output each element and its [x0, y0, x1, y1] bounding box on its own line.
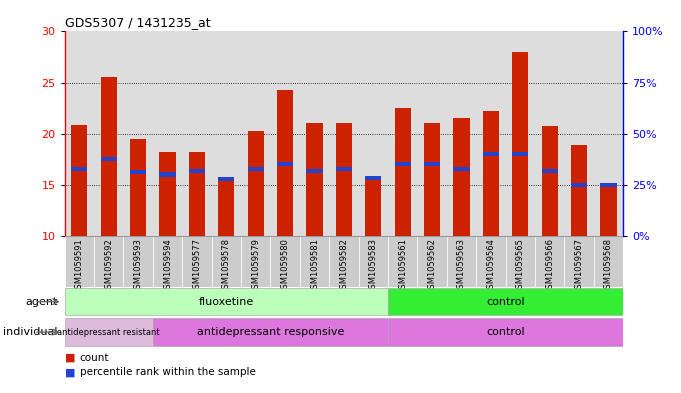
- Text: GSM1059567: GSM1059567: [575, 238, 584, 294]
- Bar: [65, 288, 388, 315]
- Bar: [248, 167, 264, 171]
- Bar: [94, 236, 123, 287]
- Bar: [101, 77, 117, 236]
- Bar: [601, 183, 616, 187]
- Bar: [159, 173, 176, 176]
- Bar: [218, 176, 234, 181]
- Bar: [101, 157, 117, 161]
- Bar: [454, 167, 469, 171]
- Text: GSM1059561: GSM1059561: [398, 238, 407, 294]
- Bar: [394, 108, 411, 236]
- Bar: [329, 236, 359, 287]
- Bar: [123, 236, 153, 287]
- Bar: [159, 152, 176, 236]
- Bar: [189, 152, 205, 236]
- Bar: [336, 167, 352, 171]
- Text: GDS5307 / 1431235_at: GDS5307 / 1431235_at: [65, 16, 210, 29]
- Bar: [277, 162, 294, 166]
- Bar: [270, 236, 300, 287]
- Text: GSM1059583: GSM1059583: [369, 238, 378, 294]
- Text: GSM1059578: GSM1059578: [222, 238, 231, 294]
- Bar: [424, 162, 440, 166]
- Text: control: control: [486, 297, 525, 307]
- Text: GSM1059592: GSM1059592: [104, 238, 113, 294]
- Text: GSM1059577: GSM1059577: [193, 238, 202, 294]
- Bar: [512, 152, 528, 156]
- Bar: [65, 318, 153, 346]
- Bar: [447, 236, 476, 287]
- Bar: [601, 186, 616, 236]
- Bar: [512, 52, 528, 236]
- Bar: [153, 318, 388, 346]
- Bar: [72, 125, 87, 236]
- Bar: [565, 236, 594, 287]
- Bar: [130, 171, 146, 174]
- Bar: [365, 176, 381, 236]
- Bar: [241, 236, 270, 287]
- Bar: [359, 236, 388, 287]
- Bar: [183, 236, 212, 287]
- Text: GSM1059566: GSM1059566: [545, 238, 554, 294]
- Bar: [541, 169, 558, 173]
- Text: antidepressant resistant: antidepressant resistant: [57, 328, 160, 336]
- Bar: [535, 236, 565, 287]
- Bar: [483, 111, 499, 236]
- Text: GSM1059562: GSM1059562: [428, 238, 437, 294]
- Bar: [130, 139, 146, 236]
- Text: ■: ■: [65, 353, 75, 363]
- Bar: [72, 167, 87, 171]
- Text: GSM1059579: GSM1059579: [251, 238, 260, 294]
- Text: count: count: [80, 353, 109, 363]
- Bar: [571, 145, 587, 236]
- Text: percentile rank within the sample: percentile rank within the sample: [80, 367, 255, 377]
- Bar: [505, 236, 535, 287]
- Bar: [483, 152, 499, 156]
- Text: GSM1059591: GSM1059591: [75, 238, 84, 294]
- Text: GSM1059581: GSM1059581: [310, 238, 319, 294]
- Bar: [454, 118, 469, 236]
- Text: GSM1059564: GSM1059564: [486, 238, 495, 294]
- Bar: [306, 169, 323, 173]
- Text: individual: individual: [3, 327, 58, 337]
- Bar: [300, 236, 329, 287]
- Text: GSM1059582: GSM1059582: [339, 238, 349, 294]
- Bar: [277, 90, 294, 236]
- Text: GSM1059568: GSM1059568: [604, 238, 613, 294]
- Bar: [336, 123, 352, 236]
- Bar: [388, 236, 417, 287]
- Bar: [394, 162, 411, 166]
- Bar: [388, 318, 623, 346]
- Bar: [306, 123, 323, 236]
- Bar: [476, 236, 505, 287]
- Text: GSM1059593: GSM1059593: [133, 238, 143, 294]
- Text: GSM1059594: GSM1059594: [163, 238, 172, 294]
- Bar: [424, 123, 440, 236]
- Bar: [189, 169, 205, 173]
- Text: GSM1059565: GSM1059565: [516, 238, 525, 294]
- Bar: [365, 176, 381, 180]
- Bar: [212, 236, 241, 287]
- Bar: [248, 130, 264, 236]
- Text: GSM1059580: GSM1059580: [281, 238, 289, 294]
- Text: control: control: [486, 327, 525, 337]
- Bar: [417, 236, 447, 287]
- Text: ■: ■: [65, 367, 75, 377]
- Text: agent: agent: [25, 297, 58, 307]
- Bar: [571, 183, 587, 187]
- Bar: [594, 236, 623, 287]
- Bar: [388, 288, 623, 315]
- Text: fluoxetine: fluoxetine: [199, 297, 254, 307]
- Bar: [65, 236, 94, 287]
- Text: antidepressant responsive: antidepressant responsive: [197, 327, 344, 337]
- Text: GSM1059563: GSM1059563: [457, 238, 466, 294]
- Bar: [153, 236, 183, 287]
- Bar: [218, 180, 234, 236]
- Bar: [541, 127, 558, 236]
